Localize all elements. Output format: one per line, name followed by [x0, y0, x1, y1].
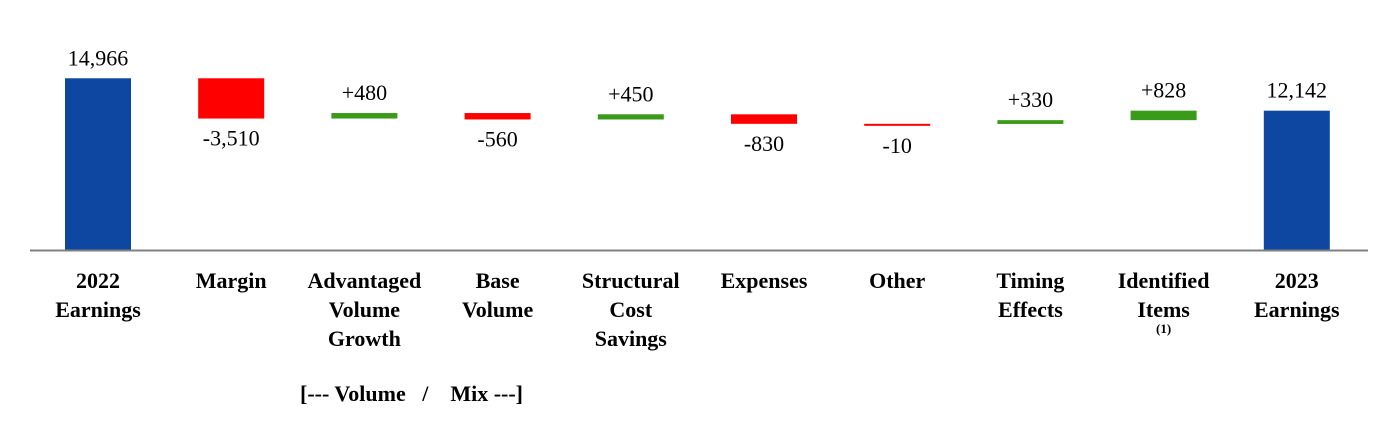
- category-label-text: Advantaged Volume Growth: [307, 268, 422, 351]
- category-label-9: Identified Items (1): [1094, 266, 1234, 336]
- bar-6: [731, 114, 797, 124]
- category-label-text: Timing Effects: [996, 268, 1065, 322]
- bar-8: [997, 120, 1064, 124]
- category-label-1: 2022 Earnings: [28, 266, 168, 324]
- category-label-4: Base Volume: [428, 266, 568, 324]
- data-label-8: +330: [1008, 87, 1053, 112]
- category-label-7: Other: [827, 266, 967, 295]
- data-label-1: 14,966: [68, 45, 129, 70]
- category-label-5: Structural Cost Savings: [561, 266, 701, 353]
- category-label-text: Margin: [195, 268, 267, 293]
- bar-1: [65, 78, 131, 250]
- bar-10: [1263, 110, 1330, 250]
- category-label-text: 2022 Earnings: [55, 268, 141, 322]
- footnote-mark: (1): [1156, 321, 1172, 336]
- data-label-3: +480: [342, 80, 387, 105]
- category-label-6: Expenses: [694, 266, 834, 295]
- category-label-3: Advantaged Volume Growth: [294, 266, 434, 353]
- bar-9: [1130, 110, 1197, 121]
- category-label-10: 2023 Earnings: [1227, 266, 1367, 324]
- bar-3: [331, 113, 398, 119]
- category-label-text: Base Volume: [461, 268, 534, 322]
- volume-mix-group-label: [--- Volume / Mix ---]: [300, 381, 524, 406]
- data-label-6: -830: [744, 131, 784, 156]
- bar-7: [864, 123, 931, 126]
- bar-2: [198, 78, 265, 119]
- bar-4: [464, 113, 531, 120]
- category-label-2: Margin: [161, 266, 301, 295]
- category-label-text: Identified Items: [1117, 268, 1210, 322]
- category-label-text: Other: [869, 268, 926, 293]
- data-label-5: +450: [608, 81, 653, 106]
- data-label-7: -10: [883, 133, 912, 158]
- data-label-2: -3,510: [203, 126, 260, 151]
- category-label-text: Structural Cost Savings: [581, 268, 680, 351]
- data-label-9: +828: [1141, 78, 1186, 103]
- category-label-text: Expenses: [720, 268, 808, 293]
- data-label-10: 12,142: [1267, 78, 1328, 103]
- bar-5: [597, 114, 664, 120]
- data-label-4: -560: [477, 126, 517, 151]
- category-label-text: 2023 Earnings: [1254, 268, 1340, 322]
- category-label-8: Timing Effects: [960, 266, 1100, 324]
